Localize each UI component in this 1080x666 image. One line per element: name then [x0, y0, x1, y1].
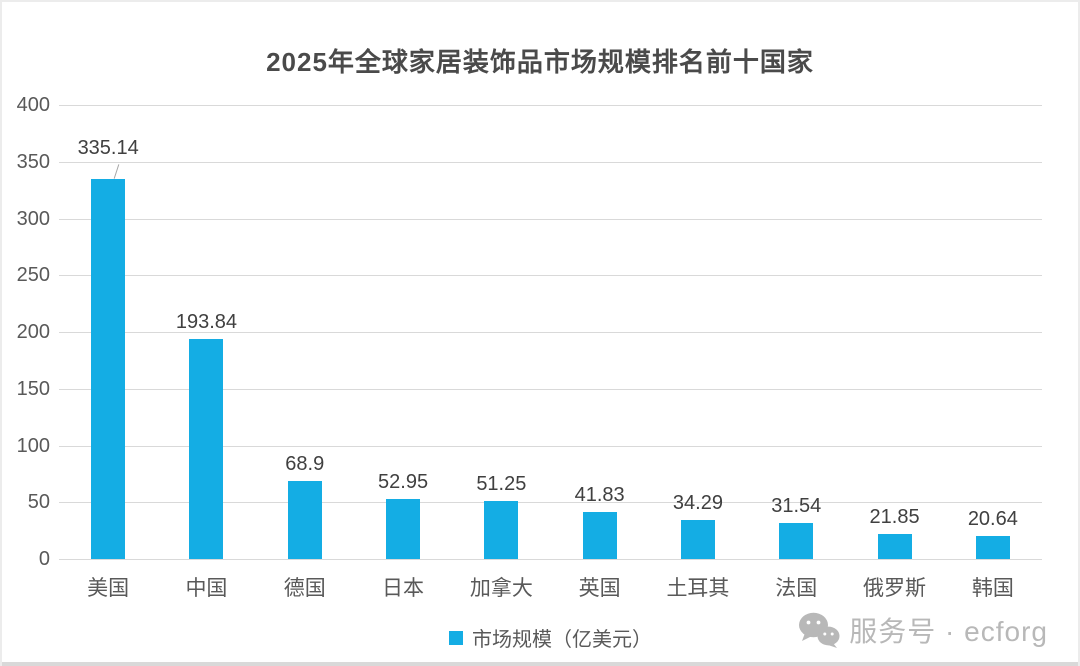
x-axis-label-6: 土耳其 — [666, 576, 730, 600]
gridline — [59, 502, 1042, 504]
data-label: 34.29 — [672, 492, 723, 515]
x-axis-label-7: 法国 — [775, 576, 818, 600]
bar-3 — [386, 498, 421, 559]
x-axis-label-8: 俄罗斯 — [863, 576, 927, 600]
gridline — [59, 445, 1042, 447]
data-label-leader-line — [113, 163, 120, 179]
x-axis-label-4: 加拿大 — [469, 576, 533, 600]
data-label: 21.85 — [869, 506, 920, 529]
data-label: 68.9 — [285, 452, 325, 475]
y-axis-tick-label: 100 — [16, 434, 50, 457]
data-label: 52.95 — [378, 470, 429, 493]
y-axis-tick-label: 200 — [16, 321, 50, 343]
data-label: 335.14 — [77, 136, 139, 159]
data-label: 31.54 — [771, 495, 822, 518]
bar-6 — [680, 520, 715, 559]
x-axis-label-2: 德国 — [283, 576, 326, 600]
y-axis-tick-label: 250 — [16, 264, 50, 287]
legend: 市场规模（亿美元） — [59, 623, 1042, 652]
gridline — [59, 218, 1042, 220]
y-axis-tick-label: 400 — [16, 94, 50, 116]
gridline — [59, 388, 1042, 390]
bar-7 — [779, 523, 814, 559]
bottom-border — [2, 662, 1078, 666]
x-axis-label-1: 中国 — [185, 576, 228, 600]
y-axis-tick-label: 50 — [27, 491, 50, 514]
gridline — [59, 161, 1042, 163]
gridline — [59, 105, 1042, 106]
bar-2 — [287, 480, 322, 559]
data-label: 20.64 — [967, 507, 1018, 530]
bar-5 — [582, 511, 617, 559]
watermark-text: 服务号 · ecforg — [849, 616, 1048, 647]
plot-area: 335.14 193.84 68.9 52.95 51.25 41.83 34.29 31.5… — [59, 105, 1042, 560]
data-label: 51.25 — [476, 472, 527, 495]
gridline — [59, 332, 1042, 333]
gridline — [59, 559, 1042, 560]
y-axis-tick-label: 300 — [16, 207, 50, 230]
x-axis-label-3: 日本 — [382, 576, 425, 600]
bar-0 — [91, 178, 126, 559]
x-axis-label-9: 韩国 — [971, 576, 1014, 600]
y-axis-tick-label: 0 — [38, 548, 50, 570]
legend-label: 市场规模（亿美元） — [472, 629, 652, 651]
bar-4 — [484, 500, 519, 559]
y-axis-tick-label: 150 — [16, 377, 50, 400]
chart-title: 2025年全球家居装饰品市场规模排名前十国家 — [266, 47, 814, 77]
legend-swatch — [449, 630, 463, 645]
y-axis-tick-label: 350 — [16, 150, 50, 173]
watermark: 服务号 · ecforg — [798, 611, 1048, 649]
bar-9 — [975, 535, 1010, 559]
data-label: 193.84 — [175, 310, 238, 333]
bar-8 — [877, 534, 912, 559]
x-axis-label-5: 英国 — [578, 576, 621, 600]
bar-1 — [189, 339, 224, 559]
data-label: 41.83 — [574, 483, 625, 506]
x-axis-label-0: 美国 — [87, 576, 130, 600]
gridline — [59, 275, 1042, 277]
wechat-icon — [799, 612, 840, 648]
